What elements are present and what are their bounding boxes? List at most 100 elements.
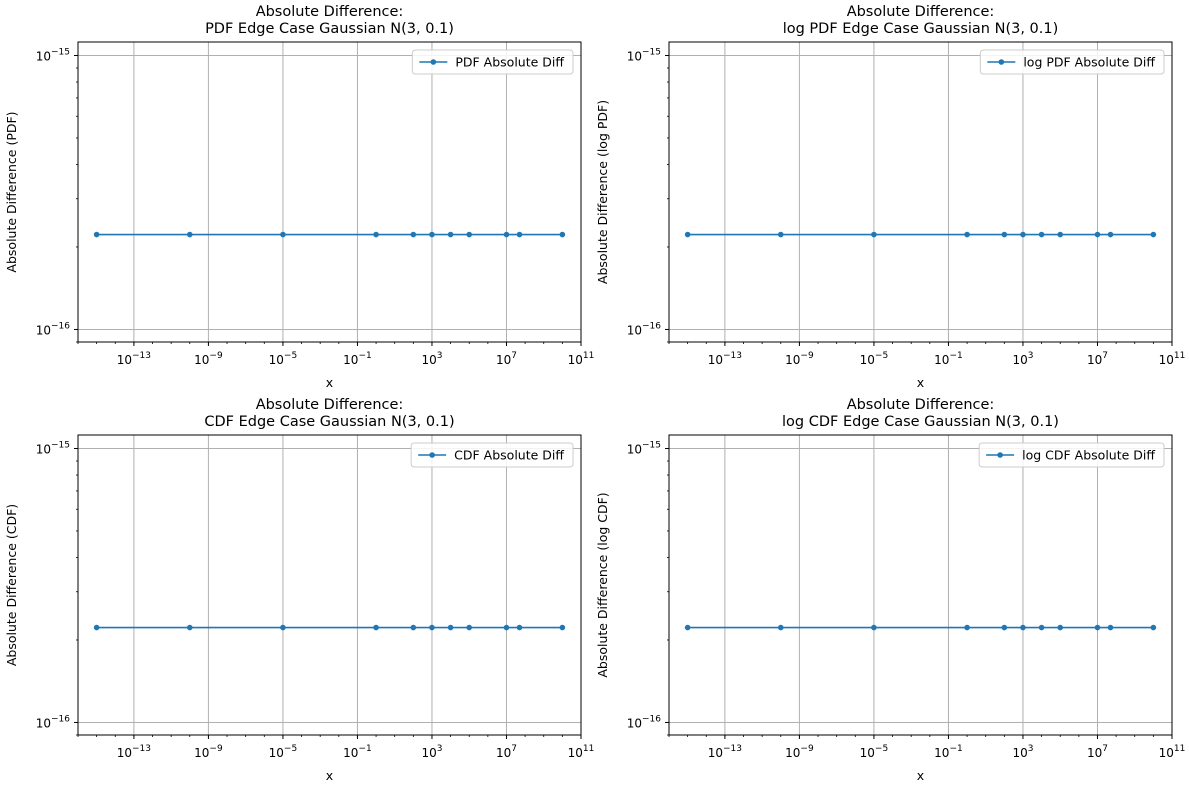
chart-title-line: Absolute Difference:: [847, 397, 995, 413]
data-point: [503, 231, 510, 238]
y-axis-label: Absolute Difference (log PDF): [595, 100, 610, 284]
data-point: [466, 624, 473, 631]
subplot-2: 10−13 10−9 10−5 10−1 103 107 1011 10−16 10−15 Abs…: [595, 4, 1185, 390]
x-tick-label: 1011: [568, 351, 595, 367]
data-point: [1094, 231, 1101, 238]
y-axis-label: Absolute Difference (PDF): [4, 111, 19, 272]
axes-frame: [668, 434, 1173, 736]
data-point: [280, 624, 286, 631]
x-tick-label: 10−1: [934, 351, 963, 367]
axes-frame: [668, 41, 1173, 343]
data-point: [429, 231, 435, 238]
x-tick-label: 103: [421, 744, 442, 760]
data-point: [186, 624, 193, 631]
legend: log PDF Absolute Diff: [979, 49, 1165, 75]
legend-label: CDF Absolute Diff: [454, 448, 564, 463]
data-point: [871, 231, 877, 238]
data-point: [964, 624, 970, 631]
data-point: [447, 624, 454, 631]
y-tick-label: 10−15: [36, 47, 70, 63]
data-point: [1150, 231, 1157, 238]
legend-label: log CDF Absolute Diff: [1022, 448, 1155, 463]
x-tick-label: 10−9: [194, 351, 223, 367]
x-tick-label: 10−1: [343, 351, 372, 367]
data-point: [1001, 624, 1008, 631]
x-axis-label: x: [917, 375, 924, 390]
x-tick-label: 10−5: [860, 744, 889, 760]
y-tick-label: 10−16: [36, 321, 71, 337]
y-tick-label: 10−15: [627, 440, 661, 456]
data-point: [410, 624, 417, 631]
x-tick-label: 107: [1087, 351, 1108, 367]
legend-box: [411, 49, 574, 75]
legend-marker: [429, 452, 435, 458]
data-point: [1020, 231, 1026, 238]
data-point: [559, 624, 566, 631]
x-axis-label: x: [917, 768, 924, 783]
x-tick-label: 1011: [1159, 351, 1186, 367]
data-point: [777, 231, 784, 238]
x-tick-label: 10−13: [117, 744, 151, 760]
legend-marker: [997, 452, 1003, 458]
subplot-4: 10−13 10−9 10−5 10−1 103 107 1011 10−16 10−15 Abs…: [595, 397, 1185, 783]
legend-label: PDF Absolute Diff: [455, 55, 564, 70]
legend-label: log PDF Absolute Diff: [1023, 55, 1155, 70]
data-point: [964, 231, 970, 238]
x-tick-label: 10−1: [343, 744, 372, 760]
data-point: [1020, 624, 1026, 631]
y-tick-label: 10−16: [627, 714, 662, 730]
data-point: [373, 624, 379, 631]
x-axis-label: x: [326, 375, 333, 390]
x-tick-label: 10−5: [269, 351, 298, 367]
x-tick-label: 10−1: [934, 744, 963, 760]
legend-marker: [998, 59, 1005, 65]
legend-box: [979, 49, 1165, 75]
x-axis-label: x: [326, 768, 333, 783]
y-tick-label: 10−16: [36, 714, 71, 730]
x-tick-label: 107: [496, 744, 517, 760]
x-tick-label: 10−9: [194, 744, 223, 760]
legend-box: [410, 442, 574, 468]
subplot-3: 10−13 10−9 10−5 10−1 103 107 1011 10−16 10−15 Abs…: [4, 397, 594, 783]
x-tick-label: 10−9: [785, 744, 814, 760]
data-point: [684, 231, 691, 238]
data-point: [871, 624, 877, 631]
data-point: [280, 231, 286, 238]
y-tick-label: 10−15: [627, 47, 661, 63]
data-point: [1001, 231, 1008, 238]
data-point: [1107, 624, 1114, 631]
data-point: [93, 624, 100, 631]
y-axis-label: Absolute Difference (CDF): [4, 504, 19, 666]
y-tick-label: 10−15: [36, 440, 70, 456]
x-tick-label: 10−13: [117, 351, 151, 367]
chart-title-line: log PDF Edge Case Gaussian N(3, 0.1): [783, 21, 1059, 37]
x-tick-label: 107: [496, 351, 517, 367]
data-point: [186, 231, 193, 238]
data-point: [1057, 624, 1064, 631]
x-tick-label: 107: [1087, 744, 1108, 760]
chart-title-line: CDF Edge Case Gaussian N(3, 0.1): [204, 414, 454, 430]
data-point: [1150, 624, 1157, 631]
data-point: [516, 231, 523, 238]
data-point: [1057, 231, 1064, 238]
data-point: [503, 624, 510, 631]
data-point: [559, 231, 566, 238]
x-tick-label: 10−9: [785, 351, 814, 367]
chart-title-line: Absolute Difference:: [847, 4, 995, 20]
x-tick-label: 10−13: [708, 744, 742, 760]
data-point: [373, 231, 379, 238]
x-tick-label: 103: [421, 351, 442, 367]
data-point: [1038, 624, 1045, 631]
x-tick-label: 10−5: [860, 351, 889, 367]
data-point: [516, 624, 523, 631]
data-point: [93, 231, 100, 238]
x-tick-label: 10−13: [708, 351, 742, 367]
chart-title-line: PDF Edge Case Gaussian N(3, 0.1): [205, 21, 454, 37]
axes-frame: [77, 41, 582, 343]
data-point: [1094, 624, 1101, 631]
data-point: [684, 624, 691, 631]
chart-title-line: Absolute Difference:: [256, 397, 404, 413]
x-tick-label: 103: [1012, 351, 1033, 367]
